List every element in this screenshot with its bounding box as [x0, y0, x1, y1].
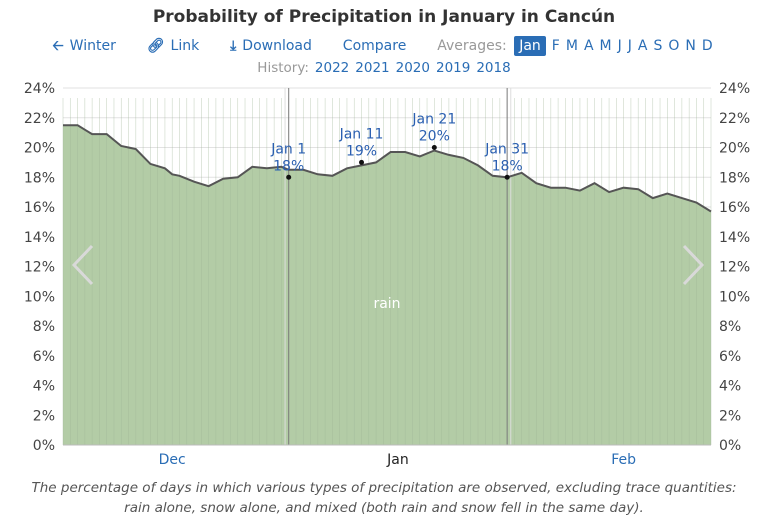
y-tick-label-right: 8%	[719, 319, 741, 335]
y-tick-label-left: 24%	[24, 81, 55, 97]
annotation-value-label: 18%	[492, 158, 523, 174]
back-button[interactable]: 🡠 Winter	[52, 38, 116, 54]
month-option[interactable]: J	[617, 38, 622, 54]
annotation-date-label: Jan 21	[411, 112, 456, 128]
year-option[interactable]: 2020	[395, 60, 430, 76]
series-label-rain: rain	[373, 296, 400, 312]
y-tick-label-left: 18%	[24, 170, 55, 186]
y-tick-label-left: 2%	[33, 408, 55, 424]
y-tick-label-left: 12%	[24, 260, 55, 276]
download-button[interactable]: ⤓ Download	[230, 38, 312, 54]
y-tick-label-right: 24%	[719, 81, 750, 97]
y-tick-label-right: 18%	[719, 170, 750, 186]
compare-button[interactable]: Compare	[342, 38, 407, 54]
y-tick-label-left: 6%	[33, 349, 55, 365]
history-label: History:	[257, 60, 309, 76]
y-tick-label-right: 14%	[719, 230, 750, 246]
annotation-point	[359, 159, 365, 165]
chart-caption: The percentage of days in which various …	[31, 480, 737, 516]
y-tick-label-right: 20%	[719, 141, 750, 157]
month-option[interactable]: Jan	[514, 36, 546, 56]
chevron-left-icon[interactable]	[71, 244, 94, 286]
month-option[interactable]: S	[653, 38, 663, 54]
annotation-value-label: 18%	[273, 158, 304, 174]
month-option[interactable]: M	[599, 38, 612, 54]
y-tick-label-left: 20%	[24, 141, 55, 157]
year-option[interactable]: 2019	[435, 60, 471, 76]
y-tick-label-left: 10%	[24, 289, 55, 305]
annotation-point	[286, 174, 292, 180]
y-tick-label-right: 2%	[719, 408, 741, 424]
rain-area	[63, 125, 711, 445]
x-month-label: Feb	[611, 452, 636, 468]
chevron-right-icon[interactable]	[682, 244, 705, 286]
y-tick-label-right: 0%	[719, 438, 741, 454]
averages-label: Averages:	[437, 38, 507, 54]
month-option[interactable]: O	[668, 38, 680, 54]
annotation-date-label: Jan 11	[339, 126, 384, 142]
year-option[interactable]: 2021	[355, 60, 390, 76]
annotation-date-label: Jan 31	[484, 141, 529, 157]
download-icon: ⤓	[230, 38, 237, 54]
month-option[interactable]: J	[627, 38, 632, 54]
month-option[interactable]: D	[701, 38, 713, 54]
month-option[interactable]: N	[685, 38, 696, 54]
year-option[interactable]: 2018	[476, 60, 511, 76]
year-selector: 2022 2021 2020 2019 2018	[309, 60, 511, 76]
history-bar: History: 2022 2021 2020 2019 2018	[0, 60, 768, 76]
annotation-value-label: 19%	[346, 143, 377, 159]
arrow-left-icon: 🡠	[52, 38, 64, 54]
y-tick-label-left: 8%	[33, 319, 55, 335]
y-tick-label-left: 0%	[33, 438, 55, 454]
month-selector: Jan F M A M J J A S O N D	[511, 36, 715, 56]
y-tick-label-right: 12%	[719, 260, 750, 276]
annotation-date-label: Jan 1	[270, 141, 306, 157]
y-tick-label-left: 22%	[24, 111, 55, 127]
y-tick-label-right: 16%	[719, 200, 750, 216]
chart-title: Probability of Precipitation in January …	[152, 7, 616, 27]
y-tick-label-right: 22%	[719, 111, 750, 127]
link-button[interactable]: 🔗︎ Link	[146, 38, 200, 54]
y-tick-label-right: 6%	[719, 349, 741, 365]
y-tick-label-left: 4%	[33, 379, 55, 395]
month-option[interactable]: A	[583, 38, 594, 54]
x-month-label: Jan	[386, 452, 409, 468]
annotation-point	[431, 145, 437, 150]
chart-toolbar: 🡠 Winter 🔗︎ Link ⤓ Download Compare Average…	[0, 35, 768, 59]
y-tick-label-left: 16%	[24, 200, 55, 216]
annotation-point	[504, 174, 510, 180]
month-option[interactable]: M	[565, 38, 578, 54]
link-icon: 🔗︎	[146, 38, 165, 54]
x-month-label: Dec	[159, 452, 186, 468]
month-option[interactable]: F	[551, 38, 560, 54]
month-option[interactable]: A	[637, 38, 648, 54]
y-tick-label-left: 14%	[24, 230, 55, 246]
y-tick-label-right: 4%	[719, 379, 741, 395]
annotation-value-label: 20%	[419, 129, 450, 145]
y-tick-label-right: 10%	[719, 289, 750, 305]
rain-line	[63, 124, 712, 213]
year-option[interactable]: 2022	[314, 60, 350, 76]
